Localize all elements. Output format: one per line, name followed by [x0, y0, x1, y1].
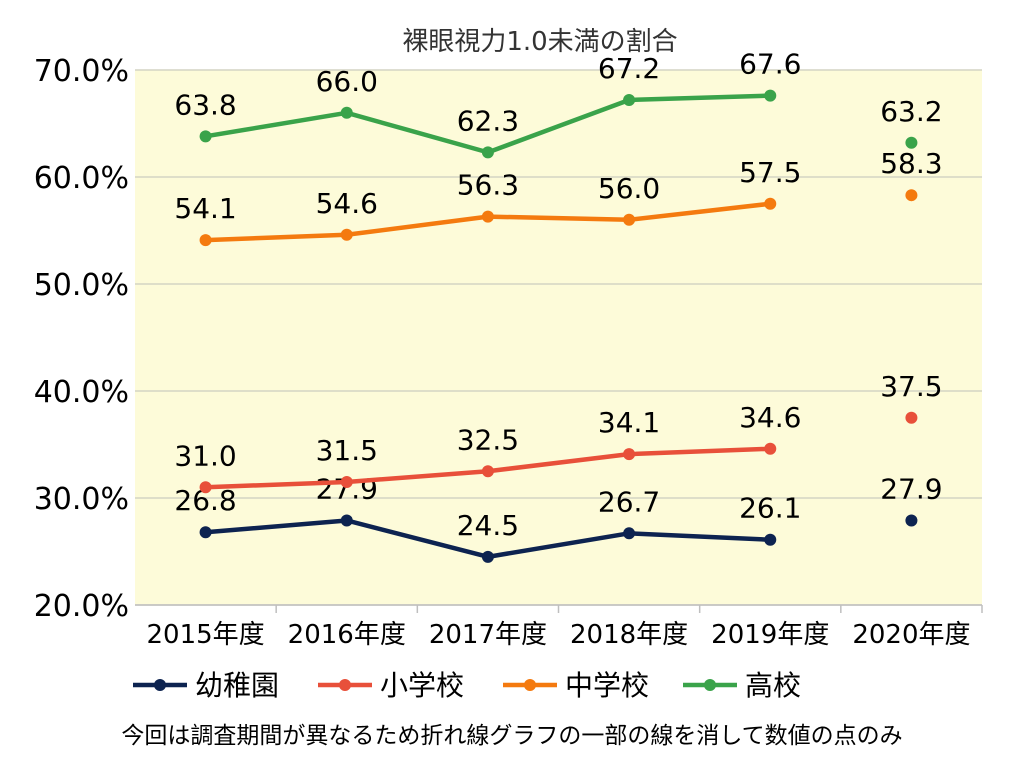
data-label: 26.7 — [598, 485, 660, 518]
data-point — [481, 550, 494, 563]
data-point — [623, 93, 636, 106]
data-label: 26.1 — [739, 492, 801, 525]
chart-title: 裸眼視力1.0未満の割合 — [402, 27, 677, 57]
y-tick-label: 20.0% — [34, 589, 129, 624]
y-tick-label: 60.0% — [34, 161, 129, 196]
data-point — [764, 89, 777, 102]
data-label: 54.1 — [174, 192, 236, 225]
data-point — [623, 448, 636, 461]
legend-marker — [339, 679, 351, 691]
legend-label: 小学校 — [380, 669, 464, 702]
data-point — [905, 189, 918, 202]
legend-label: 中学校 — [565, 669, 649, 702]
data-label: 58.3 — [880, 147, 942, 180]
data-point — [481, 465, 494, 478]
data-point — [905, 411, 918, 424]
data-label: 31.0 — [174, 439, 236, 472]
data-label: 57.5 — [739, 156, 801, 189]
data-label: 34.1 — [598, 406, 660, 439]
x-tick-label: 2017年度 — [429, 620, 547, 650]
data-point — [340, 228, 353, 241]
legend-item: 小学校 — [318, 669, 464, 702]
data-point — [199, 234, 212, 247]
data-label: 66.0 — [316, 65, 378, 98]
data-label: 34.6 — [739, 401, 801, 434]
legend-label: 幼稚園 — [195, 669, 279, 702]
data-point — [199, 481, 212, 494]
y-tick-label: 50.0% — [34, 268, 129, 303]
data-label: 67.2 — [598, 52, 660, 85]
data-point — [905, 514, 918, 527]
x-tick-label: 2020年度 — [852, 620, 970, 650]
data-label: 32.5 — [457, 423, 519, 456]
data-label: 54.6 — [316, 187, 378, 220]
x-tick-label: 2018年度 — [570, 620, 688, 650]
legend-label: 高校 — [745, 669, 801, 702]
y-tick-label: 40.0% — [34, 375, 129, 410]
data-label: 62.3 — [457, 104, 519, 137]
legend: 幼稚園 小学校 中学校 高校 — [133, 669, 801, 702]
plot-area: 20.0% 30.0% 40.0% 50.0% 60.0% 70.0% 2015年度 2016… — [34, 48, 983, 650]
y-tick-label: 30.0% — [34, 482, 129, 517]
x-tick-label: 2015年度 — [146, 620, 264, 650]
data-point — [764, 197, 777, 210]
legend-marker — [154, 679, 166, 691]
data-label: 27.9 — [880, 472, 942, 505]
legend-item: 幼稚園 — [133, 669, 279, 702]
data-point — [764, 533, 777, 546]
data-point — [340, 514, 353, 527]
data-point — [764, 442, 777, 455]
data-point — [199, 130, 212, 143]
series-1: 26.8 27.924.526.7 26.127.9 — [174, 472, 943, 563]
series-2: 31.0 31.5 32.5 34.1 34.6 37.5 — [174, 370, 943, 494]
legend-item: 高校 — [683, 669, 801, 702]
data-point — [905, 136, 918, 149]
data-label: 56.3 — [457, 169, 519, 202]
data-label: 63.2 — [880, 95, 942, 128]
data-point — [340, 475, 353, 488]
data-point — [623, 527, 636, 540]
data-point — [623, 213, 636, 226]
plot-background — [135, 70, 982, 605]
data-point — [199, 526, 212, 539]
x-tick-label: 2019年度 — [711, 620, 829, 650]
chart-annotation: 今回は調査期間が異なるため折れ線グラフの一部の線を消して数値の点のみ — [121, 723, 903, 749]
legend-item: 中学校 — [503, 669, 649, 702]
legend-marker — [704, 679, 716, 691]
data-label: 24.5 — [457, 509, 519, 542]
data-label: 56.0 — [598, 172, 660, 205]
data-label: 31.5 — [316, 434, 378, 467]
x-tick-label: 2016年度 — [288, 620, 406, 650]
series-3: 54.1 54.6 56.3 56.0 57.5 58.3 — [174, 147, 943, 247]
data-point — [481, 146, 494, 159]
data-label: 63.8 — [174, 88, 236, 121]
data-label: 67.6 — [739, 48, 801, 81]
data-point — [340, 106, 353, 119]
series-4: 63.8 66.0 62.3 67.2 67.6 63.2 — [174, 48, 943, 159]
data-point — [481, 210, 494, 223]
legend-marker — [524, 679, 536, 691]
y-tick-label: 70.0% — [34, 54, 129, 89]
data-label: 37.5 — [880, 370, 942, 403]
